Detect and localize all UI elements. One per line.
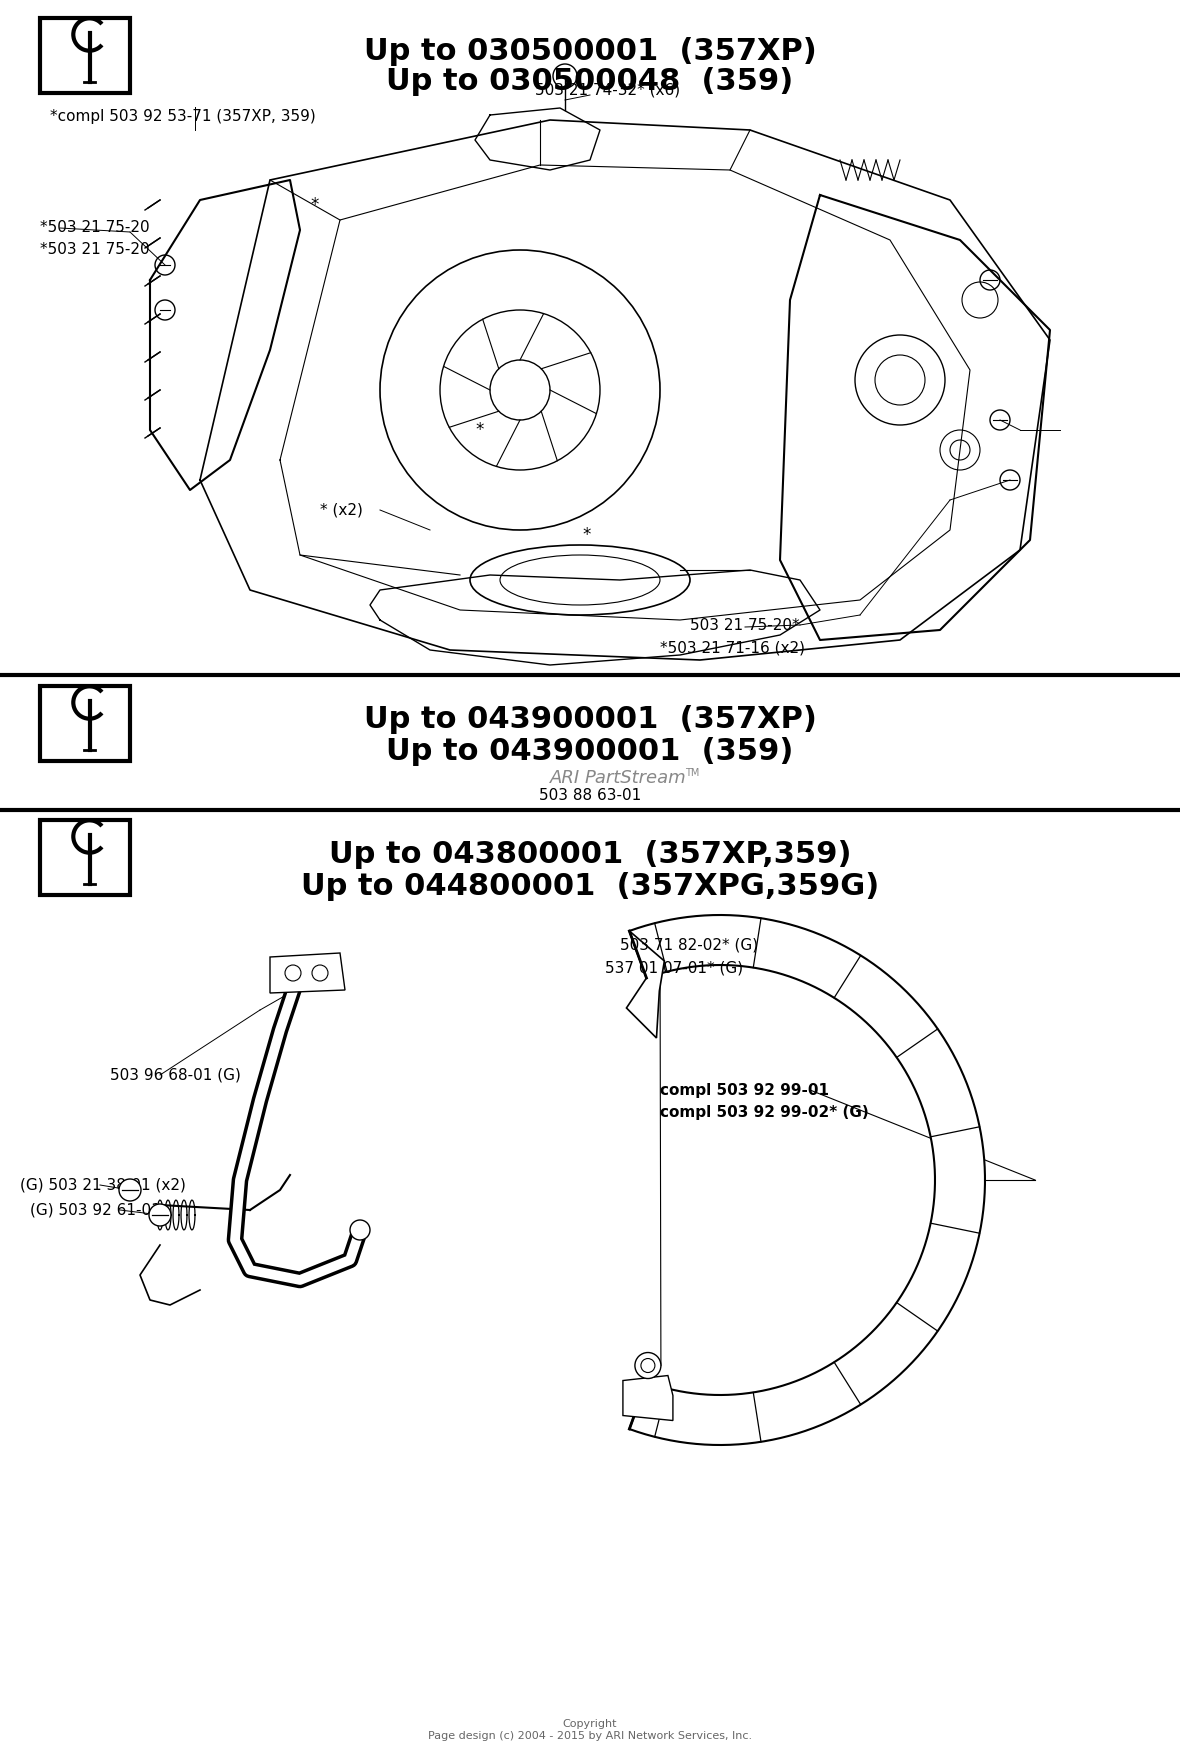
Bar [40,687,130,760]
Circle shape [286,965,301,981]
Text: Up to 043800001  (357XP,359): Up to 043800001 (357XP,359) [329,839,851,869]
Circle shape [635,1353,661,1379]
Text: compl 503 92 99-01: compl 503 92 99-01 [660,1083,830,1097]
Text: Copyright
Page design (c) 2004 - 2015 by ARI Network Services, Inc.: Copyright Page design (c) 2004 - 2015 by… [428,1719,752,1741]
Text: TM: TM [686,767,700,778]
Circle shape [155,300,175,321]
Text: Up to 043900001  (357XP): Up to 043900001 (357XP) [363,704,817,734]
Circle shape [312,965,328,981]
Text: 503 96 68-01 (G): 503 96 68-01 (G) [110,1067,241,1083]
Polygon shape [629,915,985,1445]
Polygon shape [270,953,345,993]
Text: 503 88 63-01: 503 88 63-01 [539,787,641,802]
Circle shape [999,470,1020,491]
Circle shape [155,256,175,275]
Text: 537 01 07-01* (G): 537 01 07-01* (G) [605,960,743,976]
Text: compl 503 92 99-02* (G): compl 503 92 99-02* (G) [660,1106,868,1121]
Text: *503 21 75-20: *503 21 75-20 [40,221,150,235]
Text: 503 21 75-20*: 503 21 75-20* [690,617,800,632]
Text: *503 21 75-20: *503 21 75-20 [40,242,150,258]
Text: *503 21 71-16 (x2): *503 21 71-16 (x2) [660,641,805,655]
Polygon shape [623,1375,673,1421]
Bar [40,18,130,93]
Polygon shape [627,930,664,1037]
Circle shape [553,65,577,88]
Text: 503 71 82-02* (G): 503 71 82-02* (G) [620,937,758,953]
Text: *: * [582,526,590,545]
Text: *compl 503 92 53-71 (357XP, 359): *compl 503 92 53-71 (357XP, 359) [50,109,316,124]
Text: ARI: ARI [550,769,581,787]
Text: Up to 043900001  (359): Up to 043900001 (359) [386,738,794,766]
Text: PartStream: PartStream [585,769,687,787]
Circle shape [286,964,304,981]
Text: Up to 030500001  (357XP): Up to 030500001 (357XP) [363,37,817,67]
Circle shape [350,1219,371,1240]
Text: Up to 044800001  (357XPG,359G): Up to 044800001 (357XPG,359G) [301,872,879,901]
Circle shape [981,270,999,291]
Text: Up to 030500048  (359): Up to 030500048 (359) [386,67,794,96]
Text: * (x2): * (x2) [320,503,363,517]
Circle shape [149,1204,171,1226]
Circle shape [990,410,1010,429]
Text: 503 21 74-32* (x6): 503 21 74-32* (x6) [535,82,680,98]
Text: *: * [476,420,484,440]
Circle shape [119,1179,140,1202]
Text: *: * [310,196,319,214]
Text: (G) 503 21 38-01 (x2): (G) 503 21 38-01 (x2) [20,1177,186,1193]
Text: (G) 503 92 61-01: (G) 503 92 61-01 [30,1202,160,1218]
Bar [40,820,130,895]
